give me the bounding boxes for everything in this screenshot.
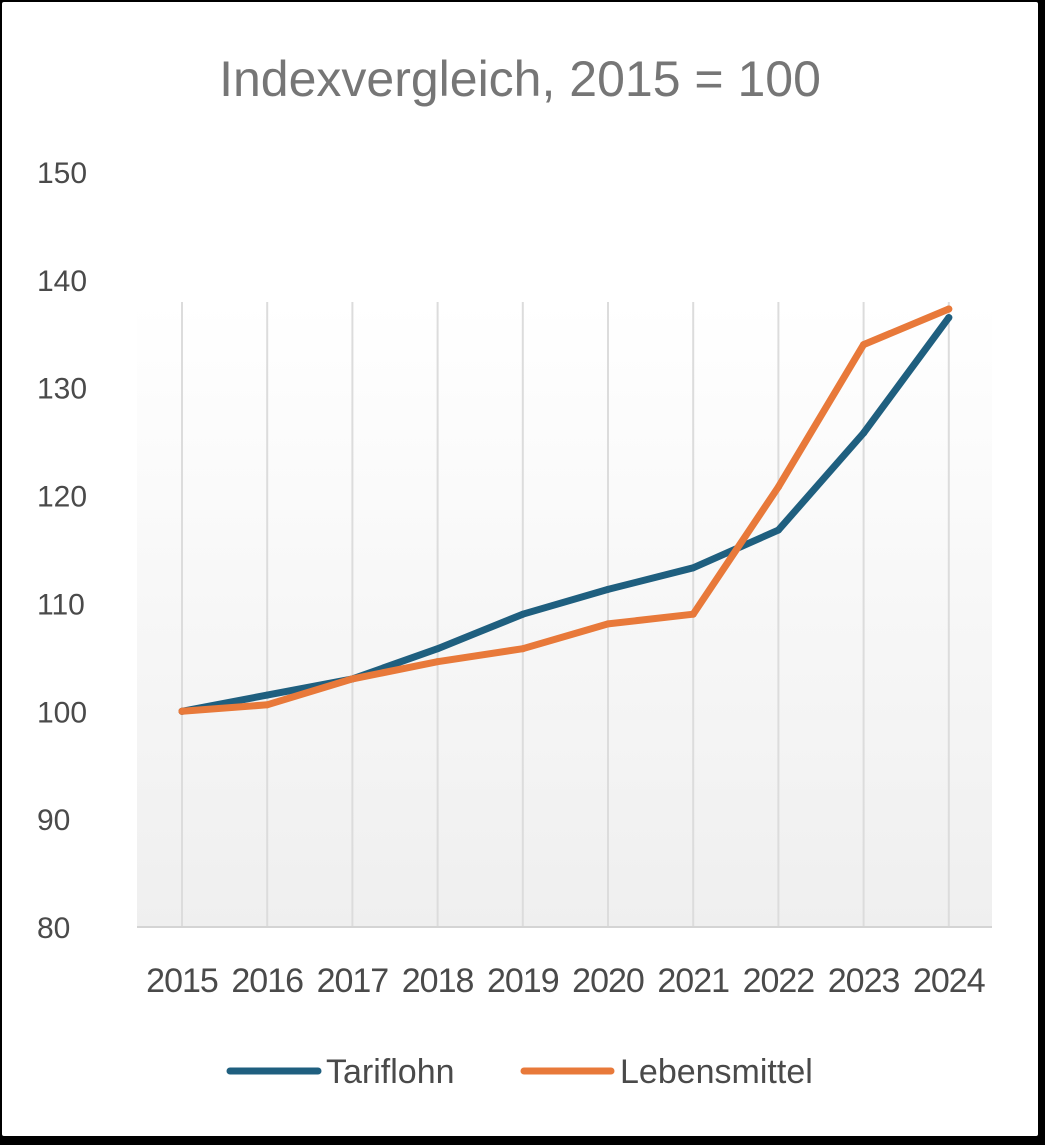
y-tick-label-80: 80	[37, 912, 70, 945]
data-point-lebensmittel-2017	[348, 675, 356, 683]
legend-label-lebensmittel: Lebensmittel	[620, 1053, 813, 1091]
data-point-tariflohn-2021	[689, 564, 697, 572]
data-point-tariflohn-2016	[263, 691, 271, 699]
y-tick-label-90: 90	[37, 804, 70, 837]
y-tick-label-100: 100	[37, 696, 87, 729]
x-tick-label-2023: 2023	[828, 962, 900, 1000]
x-tick-label-2018: 2018	[402, 962, 474, 1000]
legend: Tariflohn Lebensmittel	[226, 1053, 813, 1091]
x-tick-label-2016: 2016	[231, 962, 303, 1000]
data-point-lebensmittel-2020	[604, 620, 612, 628]
series-lines	[178, 305, 953, 715]
series-line-tariflohn	[178, 314, 953, 715]
x-tick-label-2015: 2015	[146, 962, 218, 1000]
plot-area	[137, 302, 992, 927]
data-point-lebensmittel-2021	[689, 610, 697, 618]
vertical-gridlines	[181, 302, 950, 927]
y-tick-label-110: 110	[37, 588, 85, 621]
data-point-lebensmittel-2015	[178, 707, 186, 715]
x-tick-label-2020: 2020	[572, 962, 644, 1000]
chart-title: Indexvergleich, 2015 = 100	[219, 51, 821, 107]
data-point-lebensmittel-2022	[774, 483, 782, 491]
data-point-lebensmittel-2024	[945, 305, 953, 313]
x-tick-label-2021: 2021	[657, 962, 729, 1000]
data-point-tariflohn-2019	[519, 610, 527, 618]
x-tick-label-2024: 2024	[913, 962, 985, 1000]
data-point-tariflohn-2023	[860, 429, 868, 437]
y-tick-label-140: 140	[37, 265, 87, 298]
data-point-tariflohn-2024	[945, 314, 953, 322]
data-point-lebensmittel-2023	[860, 341, 868, 349]
y-tick-label-120: 120	[37, 481, 87, 514]
data-point-tariflohn-2018	[434, 645, 442, 653]
x-axis-tick-labels: 2015 2016 2017 2018 2019 2020 2021 2022 2023 2024	[146, 962, 986, 1000]
x-tick-label-2017: 2017	[317, 962, 389, 1000]
data-point-tariflohn-2022	[774, 526, 782, 534]
y-axis-tick-labels: 80 90 100 110 120 130 140 150	[37, 157, 87, 945]
data-point-lebensmittel-2019	[519, 645, 527, 653]
y-tick-label-130: 130	[37, 373, 87, 406]
legend-label-tariflohn: Tariflohn	[326, 1053, 455, 1091]
data-point-lebensmittel-2018	[434, 658, 442, 666]
x-tick-label-2022: 2022	[743, 962, 815, 1000]
y-tick-label-150: 150	[37, 157, 87, 190]
data-point-tariflohn-2020	[604, 585, 612, 593]
data-point-lebensmittel-2016	[263, 701, 271, 709]
series-line-lebensmittel	[178, 305, 953, 715]
x-tick-label-2019: 2019	[487, 962, 559, 1000]
